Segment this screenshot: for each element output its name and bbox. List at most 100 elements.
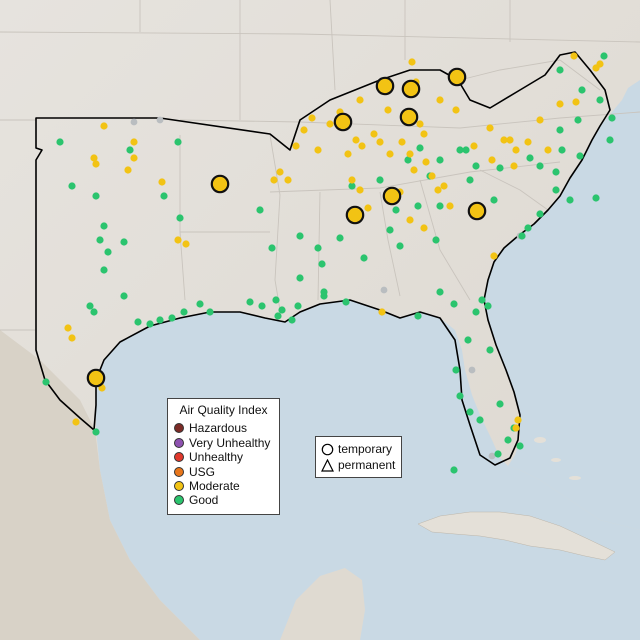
good-monitor-marker[interactable] bbox=[342, 298, 350, 306]
good-monitor-marker[interactable] bbox=[450, 466, 458, 474]
moderate-monitor-marker[interactable] bbox=[428, 172, 436, 180]
good-monitor-marker[interactable] bbox=[120, 292, 128, 300]
temporary-monitor-marker[interactable] bbox=[375, 76, 395, 96]
moderate-monitor-marker[interactable] bbox=[174, 236, 182, 244]
moderate-monitor-marker[interactable] bbox=[408, 58, 416, 66]
good-monitor-marker[interactable] bbox=[456, 392, 464, 400]
good-monitor-marker[interactable] bbox=[42, 378, 50, 386]
moderate-monitor-marker[interactable] bbox=[556, 100, 564, 108]
moderate-monitor-marker[interactable] bbox=[284, 176, 292, 184]
moderate-monitor-marker[interactable] bbox=[326, 120, 334, 128]
moderate-monitor-marker[interactable] bbox=[470, 142, 478, 150]
good-monitor-marker[interactable] bbox=[348, 182, 356, 190]
moderate-monitor-marker[interactable] bbox=[524, 138, 532, 146]
good-monitor-marker[interactable] bbox=[578, 86, 586, 94]
moderate-monitor-marker[interactable] bbox=[434, 186, 442, 194]
good-monitor-marker[interactable] bbox=[180, 308, 188, 316]
good-monitor-marker[interactable] bbox=[486, 346, 494, 354]
good-monitor-marker[interactable] bbox=[296, 232, 304, 240]
good-monitor-marker[interactable] bbox=[472, 308, 480, 316]
good-monitor-marker[interactable] bbox=[592, 194, 600, 202]
good-monitor-marker[interactable] bbox=[566, 196, 574, 204]
good-monitor-marker[interactable] bbox=[272, 296, 280, 304]
good-monitor-marker[interactable] bbox=[56, 138, 64, 146]
good-monitor-marker[interactable] bbox=[206, 308, 214, 316]
moderate-monitor-marker[interactable] bbox=[572, 98, 580, 106]
moderate-monitor-marker[interactable] bbox=[410, 166, 418, 174]
moderate-monitor-marker[interactable] bbox=[292, 142, 300, 150]
good-monitor-marker[interactable] bbox=[414, 202, 422, 210]
moderate-monitor-marker[interactable] bbox=[370, 130, 378, 138]
good-monitor-marker[interactable] bbox=[450, 300, 458, 308]
good-monitor-marker[interactable] bbox=[92, 428, 100, 436]
good-monitor-marker[interactable] bbox=[168, 314, 176, 322]
good-monitor-marker[interactable] bbox=[484, 302, 492, 310]
good-monitor-marker[interactable] bbox=[90, 308, 98, 316]
moderate-monitor-marker[interactable] bbox=[130, 138, 138, 146]
good-monitor-marker[interactable] bbox=[246, 298, 254, 306]
good-monitor-marker[interactable] bbox=[496, 400, 504, 408]
good-monitor-marker[interactable] bbox=[576, 152, 584, 160]
moderate-monitor-marker[interactable] bbox=[64, 324, 72, 332]
moderate-monitor-marker[interactable] bbox=[356, 96, 364, 104]
good-monitor-marker[interactable] bbox=[96, 236, 104, 244]
moderate-monitor-marker[interactable] bbox=[490, 252, 498, 260]
moderate-monitor-marker[interactable] bbox=[512, 424, 520, 432]
good-monitor-marker[interactable] bbox=[416, 144, 424, 152]
moderate-monitor-marker[interactable] bbox=[124, 166, 132, 174]
good-monitor-marker[interactable] bbox=[464, 336, 472, 344]
good-monitor-marker[interactable] bbox=[104, 248, 112, 256]
good-monitor-marker[interactable] bbox=[386, 226, 394, 234]
moderate-monitor-marker[interactable] bbox=[348, 176, 356, 184]
good-monitor-marker[interactable] bbox=[436, 288, 444, 296]
good-monitor-marker[interactable] bbox=[314, 244, 322, 252]
good-monitor-marker[interactable] bbox=[524, 224, 532, 232]
moderate-monitor-marker[interactable] bbox=[276, 168, 284, 176]
good-monitor-marker[interactable] bbox=[376, 176, 384, 184]
moderate-monitor-marker[interactable] bbox=[92, 160, 100, 168]
good-monitor-marker[interactable] bbox=[552, 168, 560, 176]
moderate-monitor-marker[interactable] bbox=[352, 136, 360, 144]
good-monitor-marker[interactable] bbox=[176, 214, 184, 222]
moderate-monitor-marker[interactable] bbox=[376, 138, 384, 146]
moderate-monitor-marker[interactable] bbox=[570, 52, 578, 60]
good-monitor-marker[interactable] bbox=[320, 288, 328, 296]
good-monitor-marker[interactable] bbox=[196, 300, 204, 308]
moderate-monitor-marker[interactable] bbox=[500, 136, 508, 144]
good-monitor-marker[interactable] bbox=[392, 206, 400, 214]
good-monitor-marker[interactable] bbox=[100, 266, 108, 274]
good-monitor-marker[interactable] bbox=[126, 146, 134, 154]
good-monitor-marker[interactable] bbox=[294, 302, 302, 310]
good-monitor-marker[interactable] bbox=[256, 206, 264, 214]
good-monitor-marker[interactable] bbox=[456, 146, 464, 154]
no-data-monitor-marker[interactable] bbox=[468, 366, 476, 374]
good-monitor-marker[interactable] bbox=[496, 164, 504, 172]
good-monitor-marker[interactable] bbox=[318, 260, 326, 268]
good-monitor-marker[interactable] bbox=[156, 316, 164, 324]
moderate-monitor-marker[interactable] bbox=[344, 150, 352, 158]
moderate-monitor-marker[interactable] bbox=[506, 136, 514, 144]
good-monitor-marker[interactable] bbox=[574, 116, 582, 124]
good-monitor-marker[interactable] bbox=[600, 52, 608, 60]
good-monitor-marker[interactable] bbox=[414, 312, 422, 320]
temporary-monitor-marker[interactable] bbox=[401, 79, 421, 99]
moderate-monitor-marker[interactable] bbox=[510, 162, 518, 170]
moderate-monitor-marker[interactable] bbox=[406, 216, 414, 224]
moderate-monitor-marker[interactable] bbox=[182, 240, 190, 248]
moderate-monitor-marker[interactable] bbox=[384, 106, 392, 114]
no-data-monitor-marker[interactable] bbox=[380, 286, 388, 294]
moderate-monitor-marker[interactable] bbox=[314, 146, 322, 154]
good-monitor-marker[interactable] bbox=[258, 302, 266, 310]
good-monitor-marker[interactable] bbox=[274, 312, 282, 320]
moderate-monitor-marker[interactable] bbox=[544, 146, 552, 154]
temporary-monitor-marker[interactable] bbox=[345, 205, 365, 225]
moderate-monitor-marker[interactable] bbox=[486, 124, 494, 132]
good-monitor-marker[interactable] bbox=[396, 242, 404, 250]
good-monitor-marker[interactable] bbox=[278, 306, 286, 314]
moderate-monitor-marker[interactable] bbox=[488, 156, 496, 164]
good-monitor-marker[interactable] bbox=[404, 156, 412, 164]
good-monitor-marker[interactable] bbox=[516, 442, 524, 450]
good-monitor-marker[interactable] bbox=[494, 450, 502, 458]
moderate-monitor-marker[interactable] bbox=[512, 146, 520, 154]
good-monitor-marker[interactable] bbox=[134, 318, 142, 326]
